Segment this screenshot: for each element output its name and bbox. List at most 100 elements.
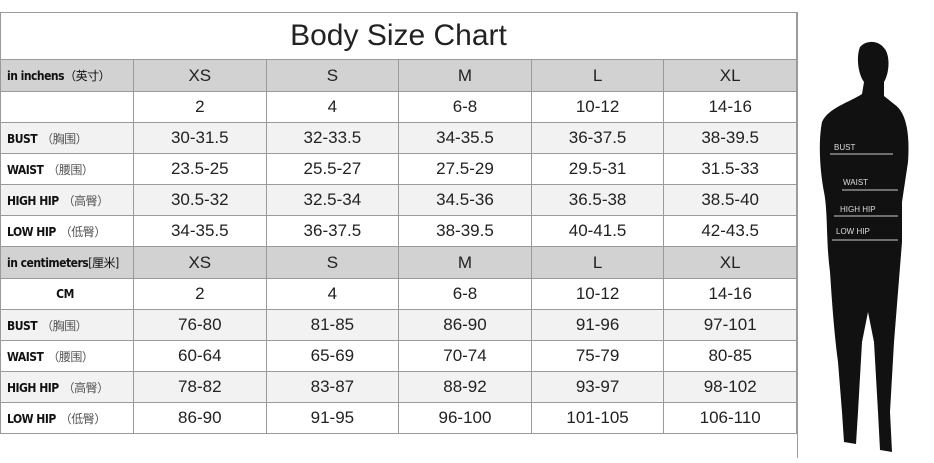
figure-label-waist: WAIST: [843, 178, 868, 187]
section-header-centimeters: in centimeters[厘米] XS S M L XL: [0, 246, 797, 279]
table-cell: 34.5-36: [398, 184, 532, 216]
section-label: in inchens（英寸）: [0, 59, 134, 92]
table-cell: 42-43.5: [663, 215, 797, 247]
table-cell: 60-64: [133, 340, 267, 372]
table-cell: 6-8: [398, 278, 532, 310]
size-chart-table: Body Size Chart in inchens（英寸） XS S M L XL 2 4 6-…: [0, 12, 797, 434]
row-label-cn: （胸围）: [41, 318, 88, 333]
table-cell: 78-82: [133, 371, 267, 403]
table-cell: 34-35.5: [133, 215, 267, 247]
title-row: Body Size Chart: [0, 12, 797, 60]
table-cell: 75-79: [530, 340, 665, 372]
table-cell: 6-8: [398, 91, 532, 123]
table-row: LOW HIP （低臀） 34-35.5 36-37.5 38-39.5 40-41.5 4…: [0, 215, 797, 247]
table-cell: 86-90: [398, 309, 532, 341]
row-label-text: WAIST: [7, 162, 44, 177]
size-header-l: L: [530, 246, 665, 279]
table-cell: 97-101: [663, 309, 797, 341]
table-cell: 32.5-34: [265, 184, 400, 216]
table-cell: 93-97: [530, 371, 665, 403]
table-cell: 88-92: [398, 371, 532, 403]
table-cell: 38-39.5: [663, 122, 797, 154]
row-label-text: WAIST: [7, 349, 44, 364]
chart-title: Body Size Chart: [0, 12, 797, 60]
row-label-cn: （高臀）: [62, 380, 110, 395]
section-label-text: in centimeters: [7, 256, 89, 270]
row-label-text: CM: [56, 287, 74, 301]
table-cell: 65-69: [265, 340, 400, 372]
row-label: [0, 91, 134, 123]
table-cell: 40-41.5: [530, 215, 665, 247]
row-label: WAIST （腰围）: [0, 340, 134, 372]
table-row: HIGH HIP （高臀） 30.5-32 32.5-34 34.5-36 36.5-38…: [0, 184, 797, 216]
row-label: CM: [0, 278, 134, 310]
table-cell: 2: [133, 278, 267, 310]
table-cell: 10-12: [530, 278, 665, 310]
table-cell: 70-74: [398, 340, 532, 372]
table-row: HIGH HIP （高臀） 78-82 83-87 88-92 93-97 98-102: [0, 371, 797, 403]
row-label-text: HIGH HIP: [7, 193, 59, 208]
table-cell: 36-37.5: [265, 215, 400, 247]
row-label-cn: （高臀）: [62, 193, 110, 208]
section-label-text: in inchens: [7, 69, 65, 83]
size-header-s: S: [265, 59, 400, 92]
size-header-xl: XL: [663, 246, 797, 279]
row-label-text: BUST: [7, 131, 38, 146]
table-cell: 36-37.5: [530, 122, 665, 154]
row-label: HIGH HIP （高臀）: [0, 184, 134, 216]
table-cell: 83-87: [265, 371, 400, 403]
table-cell: 14-16: [663, 91, 797, 123]
row-label-text: BUST: [7, 318, 38, 333]
size-header-xl: XL: [663, 59, 797, 92]
row-label-text: HIGH HIP: [7, 380, 59, 395]
section-label-cn: [厘米]: [88, 256, 119, 270]
section-label: in centimeters[厘米]: [0, 246, 134, 279]
table-cell: 4: [265, 278, 400, 310]
table-cell: 23.5-25: [133, 153, 267, 185]
table-row: CM 2 4 6-8 10-12 14-16: [0, 278, 797, 310]
row-label-text: LOW HIP: [7, 224, 56, 239]
row-label: BUST （胸围）: [0, 122, 134, 154]
body-silhouette-figure: BUST WAIST HIGH HIP LOW HIP: [797, 12, 934, 458]
row-label-cn: （低臀）: [59, 411, 107, 426]
table-cell: 98-102: [663, 371, 797, 403]
row-label: HIGH HIP （高臀）: [0, 371, 134, 403]
silhouette-shape: [819, 41, 909, 452]
row-label: WAIST （腰围）: [0, 153, 134, 185]
row-label-cn: （低臀）: [59, 224, 107, 239]
row-label: LOW HIP （低臀）: [0, 215, 134, 247]
table-cell: 27.5-29: [398, 153, 532, 185]
size-header-l: L: [530, 59, 665, 92]
table-row: BUST （胸围） 30-31.5 32-33.5 34-35.5 36-37.5 38-3…: [0, 122, 797, 154]
table-cell: 106-110: [663, 402, 797, 434]
table-cell: 96-100: [398, 402, 532, 434]
table-cell: 38.5-40: [663, 184, 797, 216]
row-label: BUST （胸围）: [0, 309, 134, 341]
row-label-text: LOW HIP: [7, 411, 56, 426]
table-cell: 91-96: [530, 309, 665, 341]
table-row: WAIST （腰围） 23.5-25 25.5-27 27.5-29 29.5-31 31.…: [0, 153, 797, 185]
table-cell: 32-33.5: [265, 122, 400, 154]
size-header-m: M: [398, 246, 532, 279]
table-cell: 30-31.5: [133, 122, 267, 154]
row-label-cn: （腰围）: [47, 349, 94, 364]
table-row: WAIST （腰围） 60-64 65-69 70-74 75-79 80-85: [0, 340, 797, 372]
table-cell: 91-95: [265, 402, 400, 434]
section-header-inches: in inchens（英寸） XS S M L XL: [0, 59, 797, 92]
size-header-xs: XS: [133, 59, 267, 92]
table-cell: 2: [133, 91, 267, 123]
row-label-cn: （胸围）: [41, 131, 88, 146]
table-row: LOW HIP （低臀） 86-90 91-95 96-100 101-105 106-11…: [0, 402, 797, 434]
table-cell: 10-12: [530, 91, 665, 123]
table-row: 2 4 6-8 10-12 14-16: [0, 91, 797, 123]
table-cell: 76-80: [133, 309, 267, 341]
table-cell: 30.5-32: [133, 184, 267, 216]
table-cell: 14-16: [663, 278, 797, 310]
figure-label-high-hip: HIGH HIP: [840, 205, 876, 214]
table-cell: 29.5-31: [530, 153, 665, 185]
table-cell: 38-39.5: [398, 215, 532, 247]
table-cell: 80-85: [663, 340, 797, 372]
table-cell: 86-90: [133, 402, 267, 434]
table-cell: 31.5-33: [663, 153, 797, 185]
table-cell: 4: [265, 91, 400, 123]
